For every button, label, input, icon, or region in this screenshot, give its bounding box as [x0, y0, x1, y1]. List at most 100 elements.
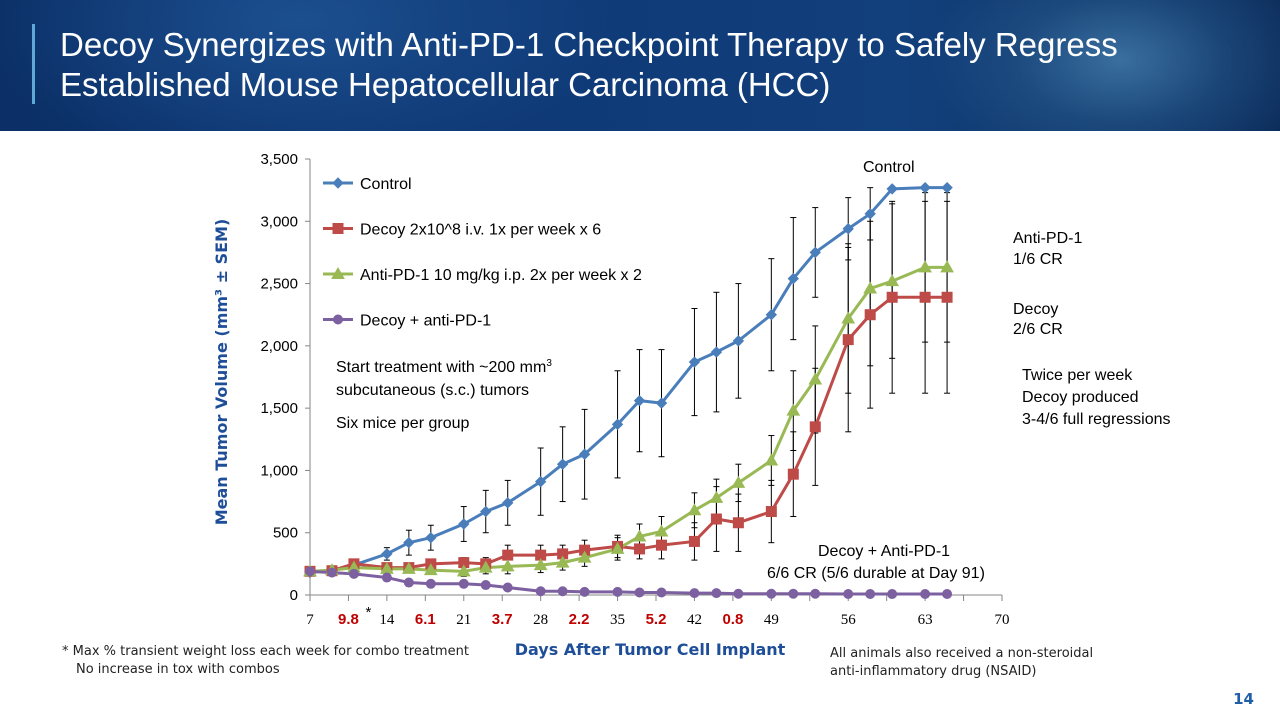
header-banner: Decoy Synergizes with Anti-PD-1 Checkpoi…: [0, 0, 1280, 131]
y-tick-label: 0: [290, 587, 298, 604]
data-point-control: [732, 335, 745, 347]
data-point-anti-pd1: [423, 563, 438, 576]
x-tick-label-weight-loss: 0.8: [722, 611, 743, 628]
data-point-control: [403, 536, 415, 549]
annotation-start-superscript: 3: [546, 358, 552, 369]
footnote-weight-loss-line-1: * Max % transient weight loss each week …: [62, 644, 469, 659]
y-tick-label: 1,500: [260, 400, 298, 417]
x-tick-label-day: 28: [533, 612, 548, 628]
slide-title-line-2: Established Mouse Hepatocellular Carcino…: [60, 66, 831, 103]
data-point-decoy: [634, 543, 646, 555]
data-point-control: [458, 518, 470, 530]
data-point-decoy: [688, 535, 700, 547]
data-point-decoy: [809, 421, 821, 433]
data-point-control: [480, 505, 492, 518]
legend-marker-anti-pd1: [331, 266, 345, 279]
x-tick-label-day: 14: [379, 612, 395, 628]
footnote-nsaid-line-1: All animals also received a non-steroida…: [830, 646, 1094, 661]
footnote-weight-loss-line-2: No increase in tox with combos: [76, 662, 280, 677]
data-point-control: [809, 246, 821, 259]
data-point-control: [941, 181, 953, 194]
data-point-combo: [305, 566, 315, 577]
legend-label-decoy: Decoy 2x10^8 i.v. 1x per week x 6: [360, 222, 601, 239]
annotation-decoy-line-1: Decoy: [1013, 301, 1058, 318]
annotation-decoy-line-2: 2/6 CR: [1013, 321, 1063, 338]
data-point-control: [556, 458, 569, 470]
data-point-anti-pd1: [709, 490, 724, 503]
x-tick-label-day: 63: [918, 612, 933, 628]
data-point-control: [710, 346, 723, 358]
data-point-combo: [766, 588, 777, 599]
legend-label-control: Control: [360, 176, 412, 193]
data-point-control: [787, 272, 800, 285]
x-tick-label-day: 7: [306, 612, 314, 628]
x-tick-label-day: 70: [995, 612, 1010, 628]
x-tick-label-weight-loss: 5.2: [646, 611, 667, 628]
data-point-combo: [579, 586, 590, 597]
x-tick-label-weight-loss: 6.1: [415, 611, 436, 628]
data-point-control: [765, 309, 778, 321]
footnote-nsaid: All animals also received a non-steroida…: [830, 645, 1093, 681]
data-point-combo: [887, 589, 898, 600]
y-tick-label: 1,000: [260, 462, 298, 479]
y-tick-label: 500: [273, 525, 298, 542]
data-point-combo: [788, 588, 799, 599]
data-point-combo: [634, 587, 645, 598]
data-point-decoy: [919, 291, 931, 303]
data-point-combo: [656, 587, 667, 598]
data-point-combo: [733, 588, 744, 599]
data-point-combo: [711, 588, 722, 599]
data-point-anti-pd1: [401, 561, 416, 574]
legend-label-anti-pd1: Anti-PD-1 10 mg/kg i.p. 2x per week x 2: [360, 267, 642, 284]
data-point-anti-pd1: [500, 559, 515, 572]
footnote-weight-loss: * Max % transient weight loss each week …: [62, 643, 469, 679]
data-point-control: [864, 208, 876, 220]
data-point-combo: [920, 589, 931, 600]
data-point-control: [633, 394, 646, 407]
data-point-anti-pd1: [577, 550, 592, 563]
x-tick-label-weight-loss: 3.7: [492, 611, 513, 628]
data-point-anti-pd1: [654, 524, 669, 537]
data-point-anti-pd1: [533, 558, 548, 571]
slide-title-line-1: Decoy Synergizes with Anti-PD-1 Checkpoi…: [60, 26, 1118, 63]
data-point-decoy: [886, 291, 898, 303]
data-point-combo: [810, 588, 821, 599]
data-point-decoy: [732, 517, 744, 529]
data-point-anti-pd1: [863, 281, 878, 294]
data-point-anti-pd1: [456, 564, 471, 577]
y-tick-label: 3,500: [260, 151, 298, 168]
data-point-anti-pd1: [610, 541, 625, 554]
data-point-control: [842, 223, 854, 235]
annotation-twice-line-2: Decoy produced: [1022, 389, 1139, 406]
legend-marker-control: [332, 177, 344, 189]
data-point-decoy: [842, 334, 854, 346]
data-point-anti-pd1: [786, 403, 801, 416]
data-point-decoy: [502, 549, 514, 561]
data-point-anti-pd1: [478, 560, 493, 573]
annotation-start-text: Start treatment with ~200 mm: [336, 359, 546, 376]
data-point-decoy: [941, 291, 953, 303]
data-point-anti-pd1: [632, 529, 647, 542]
data-point-control: [919, 181, 931, 194]
data-point-combo: [689, 588, 700, 599]
annotation-combo-line-2: 6/6 CR (5/6 durable at Day 91): [767, 565, 985, 582]
data-point-anti-pd1: [841, 311, 856, 324]
data-point-combo: [535, 586, 546, 597]
data-point-combo: [348, 568, 359, 579]
data-point-combo: [502, 582, 513, 593]
annotation-twice-line-1: Twice per week: [1022, 367, 1133, 384]
annotation-control: Control: [863, 159, 915, 176]
data-point-combo: [326, 567, 337, 578]
legend-marker-decoy: [332, 223, 344, 234]
data-point-anti-pd1: [885, 274, 900, 287]
series-markers-layer: [303, 181, 954, 600]
data-point-decoy: [765, 506, 777, 518]
footnote-star: *: [365, 604, 371, 621]
title-accent-bar: [32, 24, 35, 104]
annotation-combo-line-1: Decoy + Anti-PD-1: [818, 543, 950, 560]
data-point-control: [534, 475, 547, 488]
data-point-anti-pd1: [731, 475, 746, 488]
data-point-control: [425, 531, 437, 544]
x-tick-label-day: 56: [841, 612, 857, 628]
y-tick-label: 3,000: [260, 213, 298, 230]
